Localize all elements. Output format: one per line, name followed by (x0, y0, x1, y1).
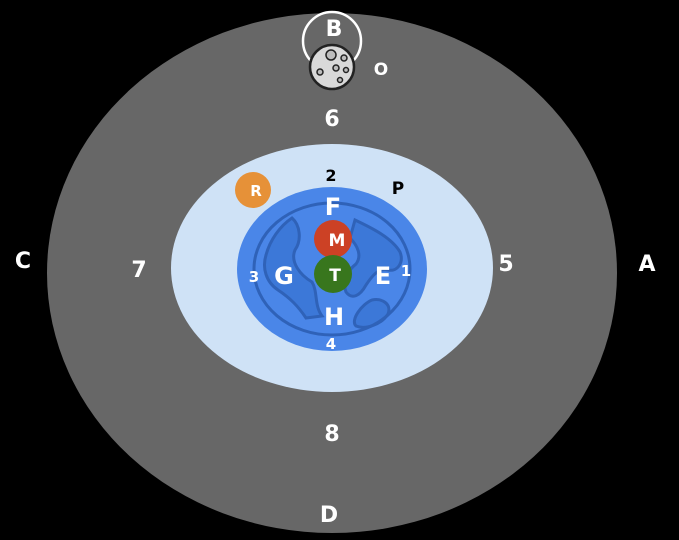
label-t: T (329, 266, 341, 286)
label-2: 2 (325, 166, 336, 185)
label-b: B (326, 17, 343, 42)
label-1: 1 (401, 262, 411, 280)
label-g: G (274, 262, 294, 290)
label-r: R (250, 182, 262, 200)
label-7: 7 (131, 258, 146, 283)
label-f: F (325, 193, 341, 221)
label-d: D (320, 503, 338, 528)
label-p: P (392, 179, 404, 199)
label-6: 6 (324, 107, 339, 132)
label-a: A (638, 252, 655, 277)
t-ball (314, 255, 352, 293)
label-4: 4 (326, 335, 336, 353)
r-ball (235, 172, 271, 208)
label-m: M (329, 231, 346, 251)
label-5: 5 (498, 252, 513, 277)
label-e: E (375, 262, 391, 290)
label-h: H (324, 303, 344, 331)
label-o: O (374, 60, 388, 80)
label-3: 3 (249, 268, 259, 286)
label-c: C (15, 249, 31, 274)
m-ball (314, 220, 352, 258)
label-8: 8 (324, 422, 339, 447)
moon-icon (301, 10, 363, 91)
